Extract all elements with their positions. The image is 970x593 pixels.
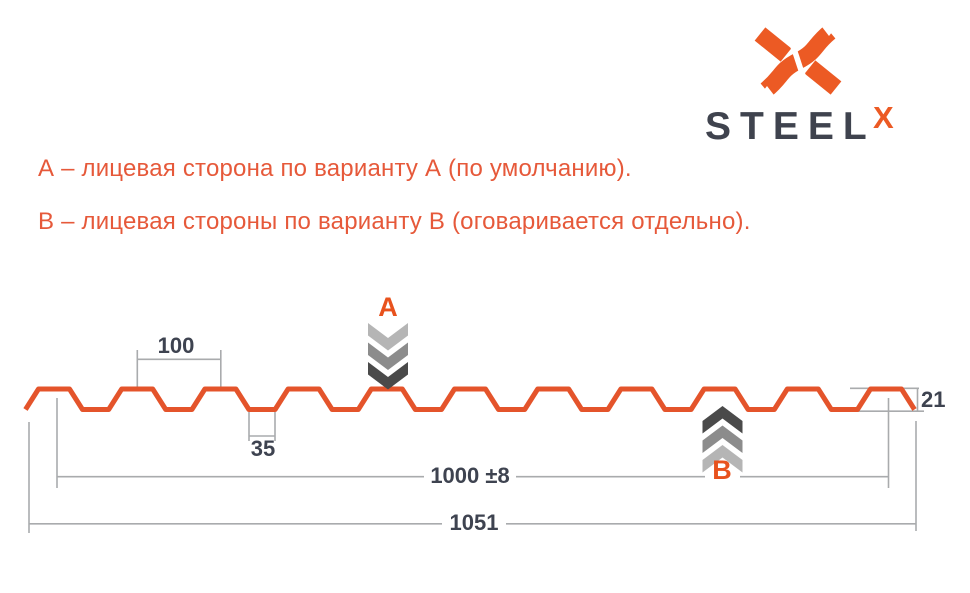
chevron-up-light: [702, 445, 743, 473]
dim-overall-width-value: 1051: [449, 510, 499, 535]
chevron-down-mid: [368, 342, 408, 370]
profile-sheet-path: [23, 386, 917, 412]
chevron-down-dark: [368, 362, 408, 390]
dim-pitch-lines: [136, 350, 222, 390]
dimension-lines: [28, 350, 924, 533]
legend-line-b: В – лицевая стороны по варианту В (огова…: [38, 208, 751, 235]
dim-valley-lines: [248, 412, 276, 441]
side-b-label: В: [712, 455, 732, 485]
steelx-logo-mark-icon: [754, 23, 842, 99]
dim-height-value: 21: [921, 387, 946, 412]
x-mark-notch-top-right: [819, 23, 839, 36]
dim-pitch-value: 100: [157, 333, 195, 358]
dim-overall-width-lines: [28, 421, 917, 533]
brand-wordmark: STEEL: [705, 105, 876, 148]
side-a-arrow-down-icon: [368, 323, 408, 390]
x-mark-arm-bottom-right: [804, 60, 842, 95]
x-mark-arm-top-left: [754, 27, 792, 62]
side-b-arrow-up-icon: [702, 406, 743, 473]
x-mark-notch-bottom-left: [757, 86, 777, 99]
dim-working-width-value: 1000 ±8: [430, 463, 510, 488]
chevron-up-dark: [702, 406, 743, 434]
legend-line-a: А – лицевая сторона по варианту А (по ум…: [38, 155, 632, 182]
x-mark-twist-gap: [781, 29, 815, 93]
chevron-down-light: [368, 323, 408, 351]
chevron-up-mid: [702, 425, 743, 453]
brand-sup-x: X: [873, 100, 894, 135]
dim-valley-width-value: 35: [250, 436, 276, 461]
side-a-label: А: [378, 292, 398, 322]
dim-working-width-lines: [56, 398, 890, 488]
